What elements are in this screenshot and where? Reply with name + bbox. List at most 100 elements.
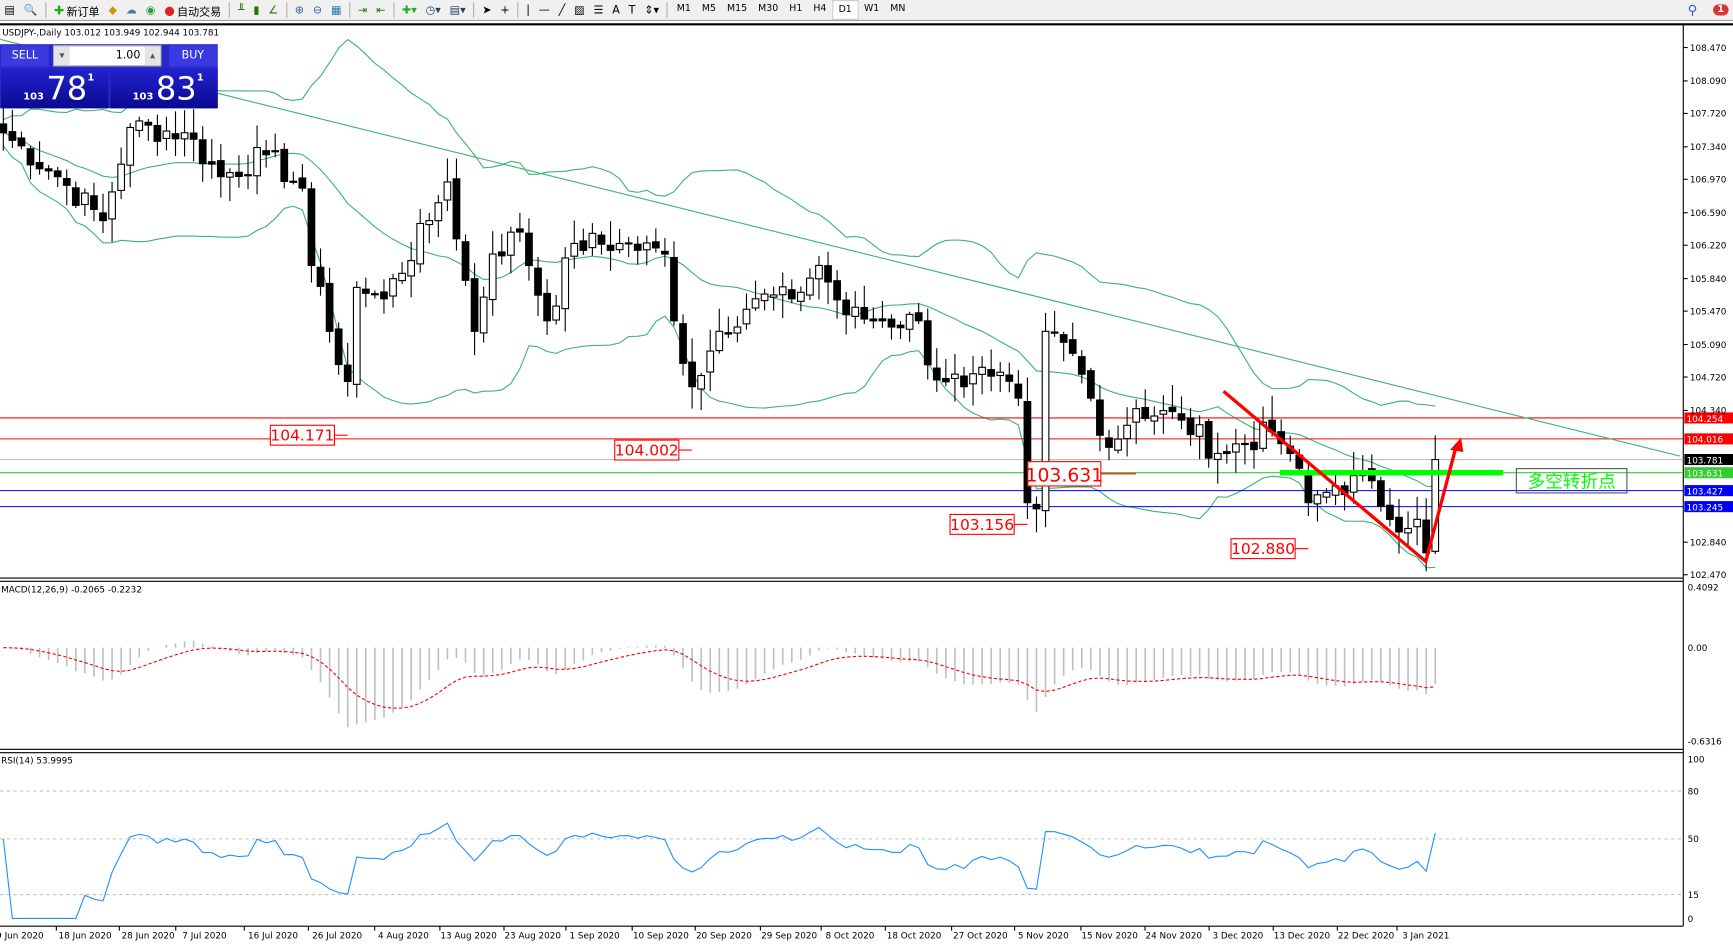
timeframe-h1[interactable]: H1: [789, 3, 803, 15]
candle-body: [787, 289, 796, 300]
candle: [552, 295, 561, 325]
candle-body: [679, 323, 687, 364]
timeframe-d1[interactable]: D1: [831, 0, 859, 20]
vertical-line-icon[interactable]: |: [526, 3, 530, 17]
candle-body: [697, 374, 706, 390]
candle: [1096, 384, 1104, 452]
candle: [389, 273, 397, 308]
lot-size-value[interactable]: 1.00: [115, 49, 141, 62]
candle: [1032, 496, 1041, 533]
zoom-out-icon[interactable]: ⊖: [312, 3, 323, 17]
line-chart-icon[interactable]: ∠: [268, 3, 279, 17]
price-line-badge-text: 104.254: [1687, 415, 1724, 425]
candle: [688, 338, 696, 409]
lot-size-field[interactable]: ▼ 1.00 ▲: [53, 45, 162, 67]
candle-body: [742, 308, 751, 325]
candle: [380, 279, 388, 314]
new-chart-icon[interactable]: ▤: [4, 3, 15, 17]
candle-body: [733, 326, 742, 334]
new-order-button[interactable]: ✚ 新订单: [51, 1, 103, 19]
auto-trading-button[interactable]: ● 自动交易: [161, 1, 225, 19]
candle-body: [135, 120, 144, 131]
sell-button[interactable]: SELL: [1, 45, 49, 67]
candle: [334, 322, 343, 375]
metaeditor-icon[interactable]: ◆: [108, 3, 117, 17]
search-icon[interactable]: ⚲: [1687, 2, 1698, 18]
lot-increase-icon[interactable]: ▲: [144, 46, 161, 66]
price-label-box: [1230, 538, 1296, 560]
timeframe-m15[interactable]: M15: [727, 3, 748, 15]
lot-decrease-icon[interactable]: ▼: [54, 46, 70, 66]
candle-body: [162, 130, 171, 139]
candle: [860, 285, 869, 324]
candle-body: [1059, 334, 1068, 343]
candlestick-icon[interactable]: ▮: [253, 3, 260, 17]
candle-body: [1313, 494, 1322, 505]
sell-price-button[interactable]: 103 78 1: [1, 68, 109, 109]
candle-body: [525, 232, 533, 267]
candle: [171, 111, 180, 157]
candle: [878, 301, 887, 328]
zoom-in-icon[interactable]: ⊕: [294, 3, 305, 17]
timeframe-m30[interactable]: M30: [758, 3, 779, 15]
candle: [226, 168, 234, 202]
candle-body: [307, 188, 316, 266]
crosshair-icon[interactable]: +: [500, 3, 510, 17]
candle-body: [271, 150, 280, 153]
candle: [144, 119, 153, 141]
text-label-icon[interactable]: T: [628, 3, 636, 17]
signals-icon[interactable]: ◉: [145, 3, 156, 17]
notification-badge[interactable]: 1: [1712, 4, 1729, 16]
equidistant-channel-icon[interactable]: ▨: [574, 3, 585, 17]
candle: [262, 139, 271, 168]
candle: [896, 321, 905, 340]
navigator-icon[interactable]: ☁: [125, 3, 137, 17]
sell-price-fraction: 1: [87, 72, 95, 84]
arrows-icon[interactable]: ⇕▾: [644, 3, 660, 17]
candle: [289, 171, 298, 185]
chart-shift-icon[interactable]: ⇤: [376, 3, 386, 17]
periods-icon[interactable]: ◷▾: [425, 3, 441, 17]
candle-body: [1141, 406, 1150, 419]
templates-icon[interactable]: ▤▾: [449, 3, 466, 17]
candle: [1132, 399, 1141, 445]
autoscroll-icon[interactable]: ⇥: [358, 3, 368, 17]
candle-body: [53, 170, 62, 178]
indicators-icon[interactable]: ✚▾: [401, 3, 417, 17]
annotation-text: 多空转折点: [1527, 471, 1615, 492]
price-line-badge: [1684, 485, 1733, 497]
candle: [951, 353, 959, 402]
candle: [1105, 429, 1113, 461]
bar-chart-icon[interactable]: ╨: [237, 3, 245, 17]
trendline-icon[interactable]: ╱: [558, 3, 566, 17]
date-label: 15 Nov 2020: [1081, 931, 1138, 941]
rsi-tick-label: 100: [1688, 756, 1705, 766]
candle-body: [941, 377, 950, 383]
candle-body: [1032, 503, 1041, 510]
cursor-icon[interactable]: ➤: [482, 3, 492, 17]
candle-body: [615, 242, 624, 251]
timeframe-mn[interactable]: MN: [890, 3, 906, 15]
fibonacci-icon[interactable]: ☰: [593, 3, 604, 17]
timeframe-m5[interactable]: M5: [701, 3, 716, 15]
candle: [570, 220, 579, 269]
candle: [1005, 362, 1014, 393]
buy-button[interactable]: BUY: [169, 45, 217, 67]
candle-body: [597, 234, 606, 245]
candle-body: [90, 195, 98, 211]
profiles-icon[interactable]: 🔍: [23, 3, 38, 17]
price-tick-label: 102.470: [1690, 571, 1727, 581]
candle-body: [434, 202, 443, 222]
tile-windows-icon[interactable]: ▦: [330, 3, 342, 17]
buy-price-button[interactable]: 103 83 1: [110, 68, 218, 109]
text-icon[interactable]: A: [612, 3, 620, 17]
candle: [361, 277, 370, 308]
candle-body: [1186, 417, 1195, 436]
timeframe-m1[interactable]: M1: [676, 3, 691, 15]
candle-body: [932, 367, 941, 381]
candle-body: [17, 137, 26, 147]
timeframe-w1[interactable]: W1: [863, 3, 880, 15]
timeframe-h4[interactable]: H4: [813, 3, 827, 15]
horizontal-line-icon[interactable]: —: [538, 3, 550, 17]
